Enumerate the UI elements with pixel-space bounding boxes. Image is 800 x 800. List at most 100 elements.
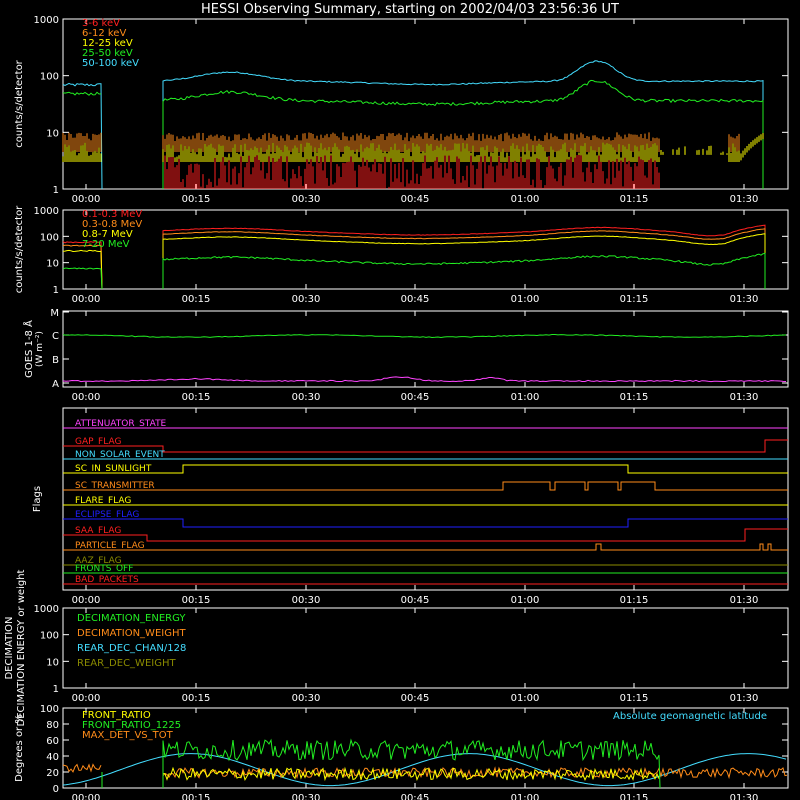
- ratio-xtick-label: 00:30: [292, 793, 321, 800]
- lowE-legend-item: 25-50 keV: [82, 48, 133, 59]
- lowE-legend-item: 6-12 keV: [82, 28, 126, 39]
- flags-label: AAZ_FLAG: [75, 556, 122, 566]
- decim-ytick-label: 1000: [34, 604, 59, 615]
- decim-legend-item: DECIMATION_ENERGY: [77, 613, 186, 624]
- flags-label: PARTICLE_FLAG: [75, 541, 145, 551]
- goes-ytick-label: B: [52, 355, 59, 366]
- ratio-front-ratio-1225: [162, 738, 661, 789]
- lowE-series-50-100-b: [162, 60, 764, 189]
- figure-title: HESSI Observing Summary, starting on 200…: [201, 2, 619, 17]
- highE-legend-item: 0.8-7 MeV: [82, 229, 133, 240]
- highE-ylabel: counts/s/detector: [14, 205, 25, 293]
- flags-xtick-label: 01:30: [730, 595, 759, 606]
- goes-xtick-label: 00:45: [401, 392, 430, 403]
- lowE-series-50-100-a: [62, 82, 103, 190]
- flags-frame: [62, 407, 789, 591]
- goes-ytick-label: C: [52, 331, 59, 342]
- goes-xtick-label: 01:00: [511, 392, 540, 403]
- ratio-xtick-label: 01:00: [511, 793, 540, 800]
- lowE-xtick-label: 01:15: [620, 194, 649, 205]
- goes-units: (W m⁻²): [35, 331, 45, 367]
- goes-frame: [62, 310, 789, 388]
- flags-ylabel: Flags: [32, 486, 43, 512]
- highE-xtick-label: 01:30: [730, 294, 759, 305]
- decim-ytick-label: 10: [46, 657, 59, 668]
- flags-xtick-label: 00:30: [292, 595, 321, 606]
- ratio-ytick-label: 40: [46, 752, 59, 763]
- highE-series-0-a: [62, 241, 103, 290]
- highE-legend-item: 0.3-0.8 MeV: [82, 219, 142, 230]
- goes-xtick-label: 00:15: [182, 392, 211, 403]
- flags-trace-saa-flag: [63, 528, 788, 542]
- decim-legend-item: REAR_DEC_WEIGHT: [77, 658, 176, 669]
- highE-ytick-label: 1: [53, 285, 59, 296]
- goes-ytick-label: M: [50, 308, 59, 319]
- decim-xtick-label: 00:45: [401, 693, 430, 704]
- flags-label: FRONTS_OFF: [75, 564, 133, 574]
- flags-trace-sc-transmitter: [63, 481, 788, 491]
- highE-ytick-label: 10: [46, 259, 59, 270]
- highE-legend-item: 7-20 MeV: [82, 239, 130, 250]
- ratio-max-det-b: [162, 766, 788, 780]
- flags-label: SC_TRANSMITTER: [75, 481, 155, 491]
- lowE-xtick-label: 00:15: [182, 194, 211, 205]
- ratio-annotation: Absolute geomagnetic latitude: [613, 711, 767, 722]
- flags-label: ECLIPSE_FLAG: [75, 510, 139, 520]
- ratio-xtick-label: 00:00: [72, 793, 101, 800]
- lowE-xtick-label: 01:30: [730, 194, 759, 205]
- goes-xtick-label: 00:30: [292, 392, 321, 403]
- flags-label: FLARE_FLAG: [75, 496, 131, 506]
- lowE-xtick-label: 00:30: [292, 194, 321, 205]
- highE-series-1-a: [62, 244, 103, 290]
- lowE-legend-item: 3-6 keV: [82, 18, 120, 29]
- goes-ytick-label: A: [52, 379, 59, 390]
- goes-xtick-label: 01:15: [620, 392, 649, 403]
- decim-xtick-label: 01:00: [511, 693, 540, 704]
- flags-xtick-label: 00:00: [72, 595, 101, 606]
- lowE-ylabel: counts/s/detector: [14, 59, 25, 147]
- goes-long-channel: [62, 334, 787, 339]
- flags-label: GAP_FLAG: [75, 437, 121, 447]
- ratio-ytick-label: 100: [40, 704, 59, 715]
- lowE-ytick-label: 1000: [34, 15, 59, 26]
- flags-xtick-label: 00:45: [401, 595, 430, 606]
- decim-xtick-label: 01:15: [620, 693, 649, 704]
- flags-xtick-label: 01:15: [620, 595, 649, 606]
- highE-series-3-a: [62, 267, 103, 290]
- ratio-ytick-label: 0: [53, 784, 59, 795]
- goes-ylabel: GOES 1-8 Å: [22, 320, 35, 378]
- lowE-xtick-label: 01:00: [511, 194, 540, 205]
- decim-legend-item: DECIMATION_WEIGHT: [77, 628, 186, 639]
- decim-ytick-label: 1: [53, 684, 59, 695]
- highE-frame: [62, 209, 789, 290]
- decim-legend-item: REAR_DEC_CHAN/128: [77, 643, 186, 654]
- ratio-xtick-label: 00:15: [182, 793, 211, 800]
- decim-ylabel: DECIMATION ENERGY or weight: [16, 569, 27, 726]
- ratio-xtick-label: 01:15: [620, 793, 649, 800]
- lowE-noise-bands: [62, 132, 764, 189]
- ratio-xtick-label: 01:30: [730, 793, 759, 800]
- highE-series-3-b: [162, 252, 766, 289]
- lowE-ytick-label: 100: [40, 72, 59, 83]
- highE-xtick-label: 01:00: [511, 294, 540, 305]
- flags-label: ATTENUATOR_STATE: [75, 419, 167, 429]
- lowE-legend-item: 50-100 keV: [82, 58, 139, 69]
- flags-label: NON_SOLAR_EVENT: [75, 450, 165, 460]
- flags-xtick-label: 01:00: [511, 595, 540, 606]
- highE-series-2-b: [162, 233, 766, 289]
- highE-xtick-label: 00:15: [182, 294, 211, 305]
- highE-series-1-b: [162, 228, 766, 289]
- highE-xtick-label: 00:00: [72, 294, 101, 305]
- highE-ytick-label: 100: [40, 232, 59, 243]
- goes-short-channel: [62, 376, 787, 383]
- highE-ytick-label: 1000: [34, 206, 59, 217]
- flags-trace-particle-flag: [63, 543, 788, 551]
- decim-xtick-label: 01:30: [730, 693, 759, 704]
- lowE-ytick-label: 1: [53, 185, 59, 196]
- decim-xtick-label: 00:30: [292, 693, 321, 704]
- goes-xtick-label: 01:30: [730, 392, 759, 403]
- flags-label: BAD_PACKETS: [75, 575, 139, 585]
- highE-xtick-label: 01:15: [620, 294, 649, 305]
- ratio-front-ratio: [162, 766, 660, 782]
